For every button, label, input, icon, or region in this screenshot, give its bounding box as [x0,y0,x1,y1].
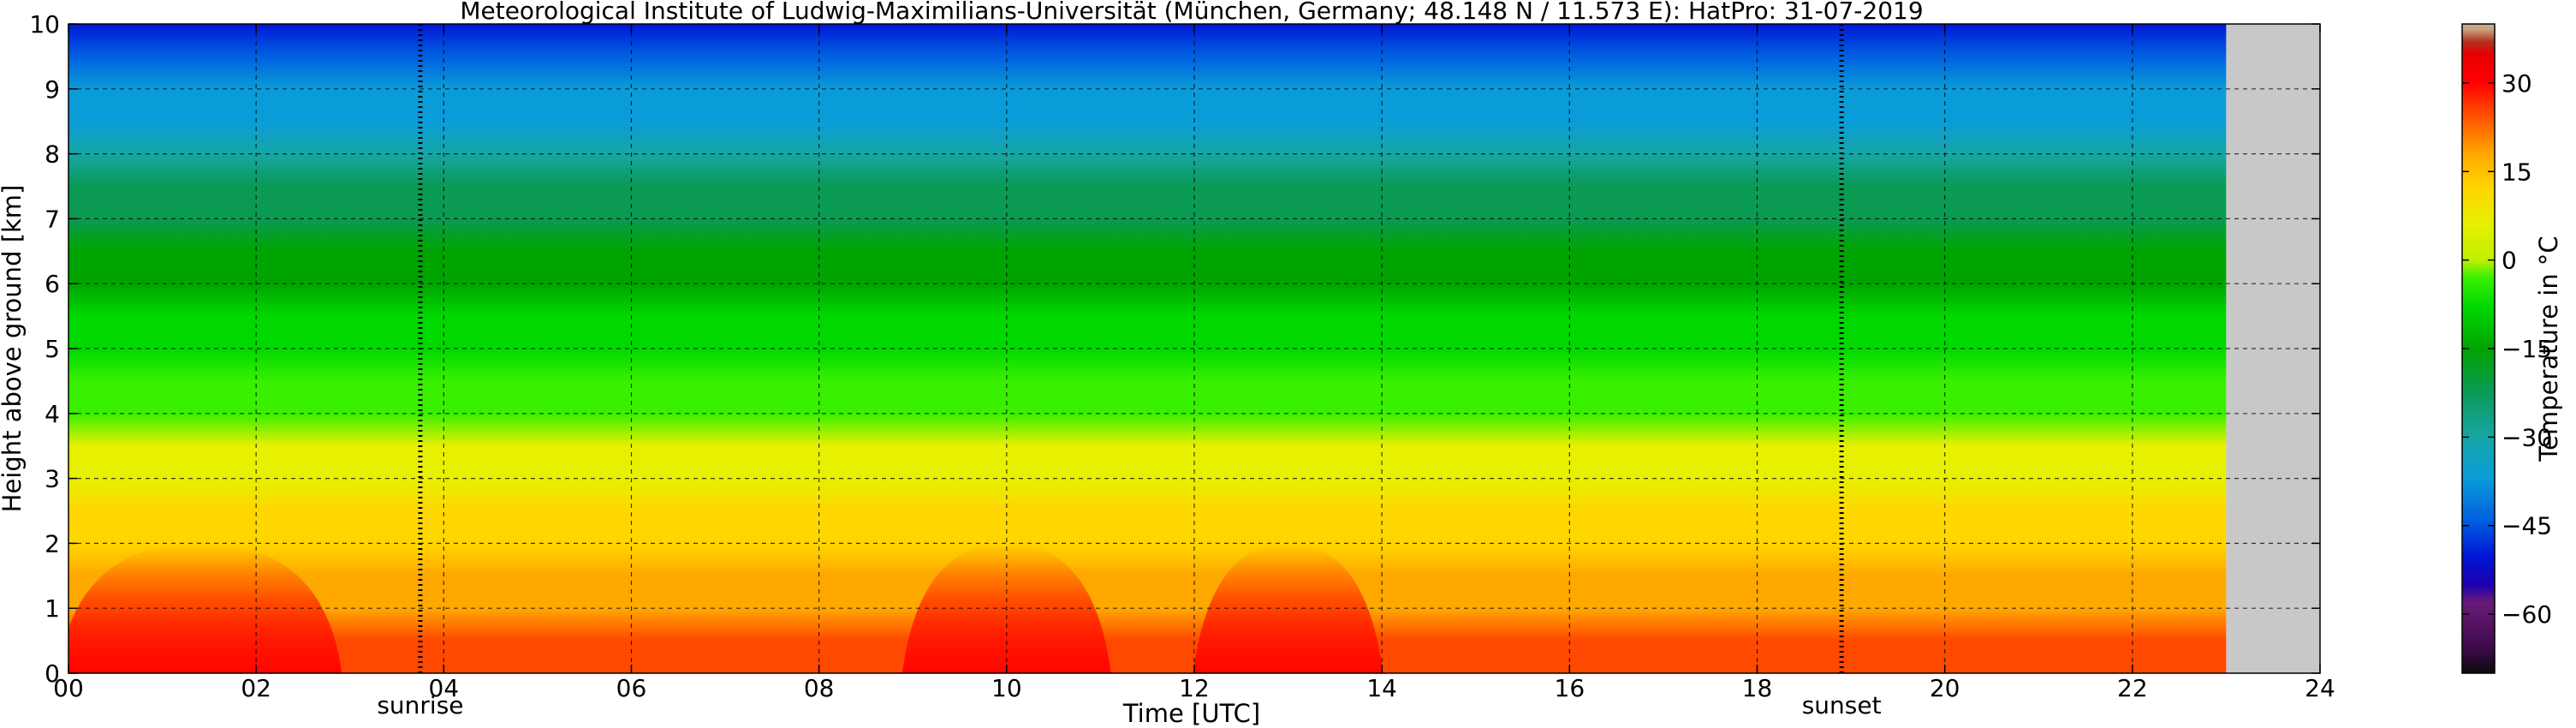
colorbar-tick-label: 0 [2502,247,2517,275]
y-tick-label: 10 [29,10,60,39]
colorbar-tick-label: −15 [2502,335,2552,363]
y-tick-label: 4 [45,400,60,428]
y-tick-label: 5 [45,335,60,363]
x-tick-label: 16 [1555,674,1585,702]
y-tick-label: 8 [45,140,60,169]
y-tick-label: 9 [45,75,60,104]
colorbar-tick-label: −60 [2502,600,2552,629]
x-tick-label: 10 [991,674,1022,702]
y-tick-label: 3 [45,465,60,493]
y-tick-label: 6 [45,270,60,298]
sunset-label: sunset [1802,691,1882,719]
sunrise-label: sunrise [377,691,463,719]
chart-title: Meteorological Institute of Ludwig-Maxim… [460,0,1923,25]
events: sunrise sunset [377,24,1882,719]
x-tick-label: 22 [2117,674,2148,702]
x-tick-label: 04 [429,674,460,702]
x-axis-label: Time [UTC] [1122,699,1260,728]
y-tick-label: 1 [45,594,60,623]
surface-warm-peak-1 [68,543,342,673]
x-tick-label: 06 [616,674,647,702]
colorbar-tick-label: −30 [2502,423,2552,451]
y-tick-label: 2 [45,529,60,558]
x-tick-label: 08 [804,674,835,702]
x-tick-label: 00 [53,674,84,702]
colorbar-tick-label: −45 [2502,512,2552,540]
x-tick-label: 24 [2305,674,2335,702]
x-tick-label: 20 [1930,674,1960,702]
x-axis: 00 02 04 06 08 10 12 14 16 18 20 22 24 [53,24,2335,702]
y-tick-label: 7 [45,205,60,233]
colorbar-tick-label: 30 [2502,69,2532,98]
y-tick-label: 0 [45,659,60,688]
x-tick-label: 14 [1366,674,1397,702]
colorbar: 30 15 0 −15 −30 −45 −60 [2461,23,2552,674]
y-axis-label: Height above ground [km] [0,185,27,513]
x-tick-label: 12 [1179,674,1210,702]
colorbar-tick-label: 15 [2502,158,2532,186]
grid [68,24,2320,673]
y-axis: 0 1 2 3 4 5 6 7 8 9 10 [29,10,2320,688]
x-tick-label: 18 [1742,674,1773,702]
x-tick-label: 02 [241,674,271,702]
colorbar-label: Temperature in °C [2534,236,2563,462]
